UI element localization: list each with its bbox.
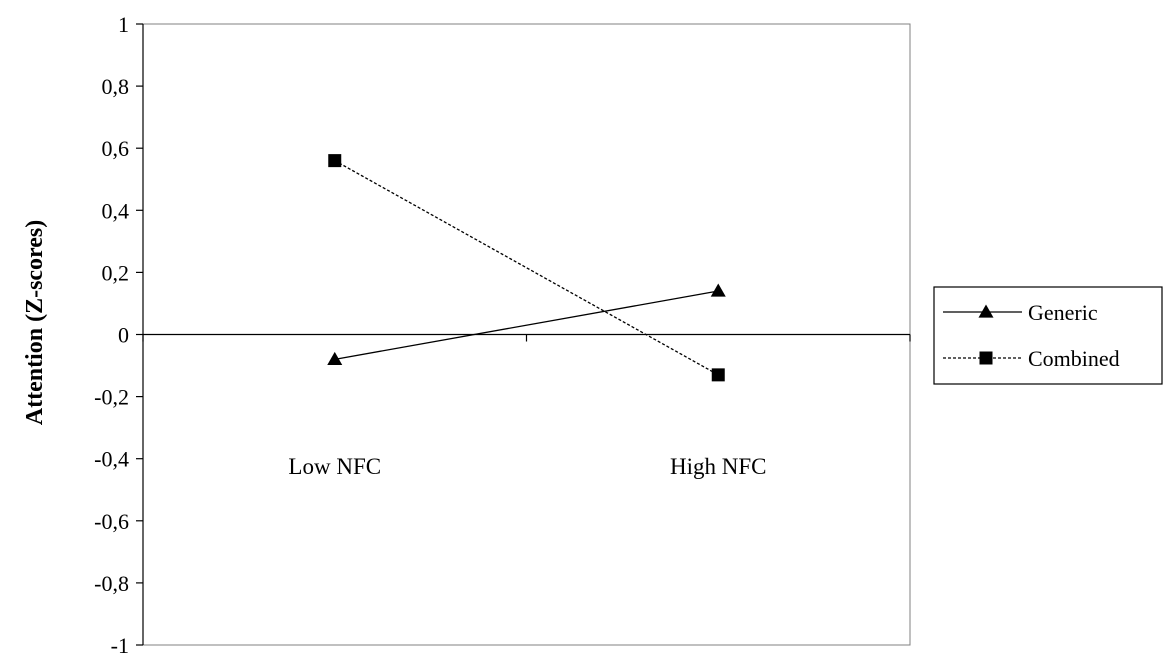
y-tick-label: -0,4: [94, 447, 129, 472]
legend-label: Generic: [1028, 300, 1098, 325]
y-tick-label: -0,8: [94, 571, 129, 596]
y-tick-label: 0,8: [102, 74, 130, 99]
category-label: Low NFC: [288, 454, 381, 479]
y-tick-label: 0,4: [102, 198, 130, 223]
series-line: [334, 290, 719, 360]
series-generic: [327, 283, 726, 365]
y-axis-title: Attention (Z-scores): [22, 220, 48, 426]
legend: Generic Combined: [933, 286, 1163, 385]
category-label: High NFC: [670, 454, 767, 479]
data-point: [328, 154, 342, 168]
data-point: [327, 351, 343, 365]
legend-item-generic: Generic: [943, 300, 1098, 325]
y-tick-label: 0,2: [102, 260, 130, 285]
data-point: [710, 283, 726, 297]
y-tick-label: 1: [118, 12, 129, 37]
series-line: [334, 160, 719, 376]
data-point: [978, 304, 994, 318]
y-tick-label: 0: [118, 323, 129, 348]
data-point: [979, 351, 993, 365]
category-labels: Low NFC High NFC: [288, 454, 766, 479]
legend-box: [933, 286, 1163, 385]
x-axis: [142, 333, 911, 342]
data-point: [711, 368, 725, 382]
y-tick-label: -1: [111, 633, 129, 658]
legend-item-combined: Combined: [943, 346, 1120, 371]
legend-label: Combined: [1028, 346, 1120, 371]
series-combined: [328, 154, 725, 382]
y-tick-label: -0,2: [94, 385, 129, 410]
y-tick-label: 0,6: [102, 136, 130, 161]
y-tick-label: -0,6: [94, 509, 129, 534]
series-layer: [327, 154, 726, 382]
y-axis: 1 0,8 0,6 0,4 0,2 0 -0,2 -0,4 -0,6 -0,8 -1: [94, 12, 144, 658]
